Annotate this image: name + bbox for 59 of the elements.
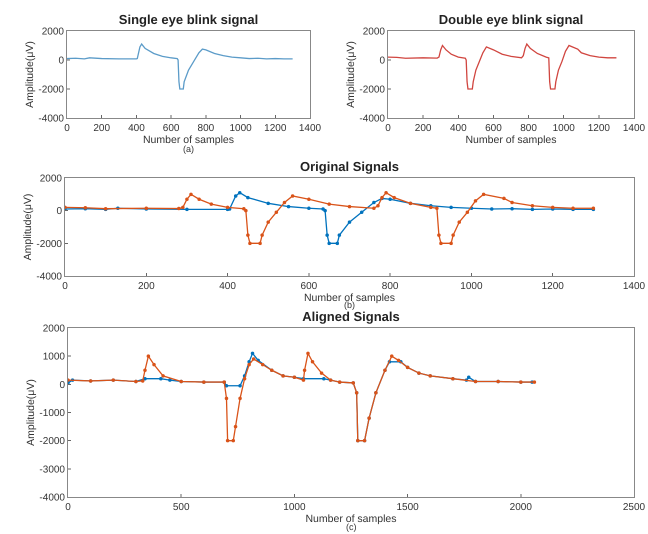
y-tick-label: -2000	[39, 436, 66, 448]
y-tick-label: -2000	[359, 84, 386, 96]
y-axis-title: Amplitude(μV)	[25, 379, 38, 446]
text: (c)	[346, 522, 356, 532]
text: (b)	[344, 300, 355, 310]
x-tick-label: 1500	[396, 502, 420, 513]
text: (a)	[183, 144, 194, 154]
chart-title: Double eye blink signal	[438, 12, 584, 28]
x-tick-label: 800	[520, 123, 538, 134]
x-tick-label: 1400	[622, 123, 646, 134]
x-tick-label: 1200	[588, 123, 610, 134]
x-tick-label: 1000	[283, 502, 306, 513]
y-axis-title: Amplitude(μV)	[345, 41, 358, 108]
y-tick-label: -4000	[38, 114, 64, 124]
y-tick-label: 2000	[40, 174, 62, 184]
x-tick-label: 800	[382, 281, 399, 292]
y-tick-label: 0	[379, 56, 386, 66]
x-axis-title: Number of samples	[465, 134, 557, 146]
y-tick-label: -4000	[36, 272, 62, 282]
x-tick-label: 400	[450, 123, 468, 134]
y-tick-label: -1000	[39, 408, 66, 419]
x-axis-title: Number of samples	[142, 134, 234, 146]
x-tick-label: 600	[485, 123, 502, 134]
y-axis-title: Amplitude(μV)	[22, 194, 34, 260]
x-axis-title: Number of samples	[305, 513, 397, 525]
x-tick-label: 1000	[229, 123, 252, 134]
y-tick-label: -2000	[36, 238, 62, 250]
y-axis-title: Amplitude(μV)	[24, 41, 36, 108]
x-tick-label: 400	[219, 281, 236, 292]
y-tick-label: -4000	[39, 492, 66, 504]
x-tick-label: 200	[138, 281, 156, 292]
y-tick-label: 0	[59, 380, 66, 391]
x-tick-label: 200	[93, 123, 110, 134]
y-tick-label: -3000	[39, 464, 66, 476]
x-tick-label: 1000	[552, 123, 576, 134]
y-tick-label: 0	[58, 56, 64, 66]
chart-title: Single eye blink signal	[118, 12, 258, 28]
x-tick-label: 1000	[460, 281, 483, 292]
x-tick-label: 600	[300, 281, 318, 292]
y-tick-label: 0	[56, 206, 62, 218]
y-tick-label: -2000	[38, 84, 64, 96]
x-tick-label: 1200	[264, 123, 287, 134]
x-tick-label: 500	[172, 502, 190, 513]
y-tick-label: -4000	[359, 114, 386, 124]
x-tick-label: 2500	[622, 502, 646, 513]
x-tick-label: 1400	[622, 281, 646, 292]
x-tick-label: 800	[198, 123, 215, 134]
y-tick-label: 2000	[42, 324, 66, 334]
x-tick-label: 600	[162, 123, 180, 134]
x-tick-label: 400	[128, 123, 146, 134]
y-tick-label: 1000	[42, 352, 66, 363]
x-tick-label: 1200	[542, 281, 564, 292]
y-tick-label: 2000	[362, 26, 386, 38]
chart-title: Aligned Signals	[302, 309, 400, 324]
x-tick-label: 2000	[510, 502, 532, 513]
chart-title: Original Signals	[300, 159, 399, 174]
y-tick-label: 2000	[42, 26, 64, 38]
x-tick-label: 1400	[298, 123, 322, 134]
x-tick-label: 200	[414, 123, 432, 134]
